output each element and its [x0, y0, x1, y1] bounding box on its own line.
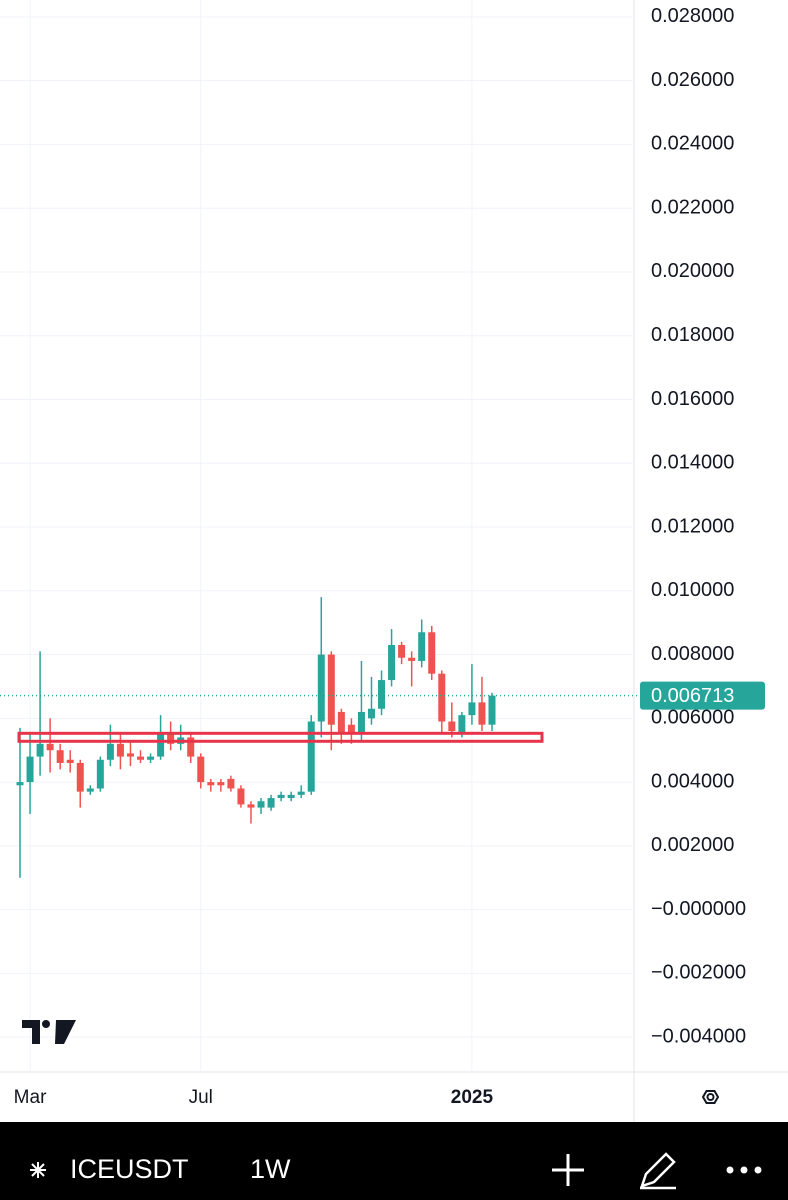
zone-annotation — [17, 731, 544, 743]
y-tick-label: 0.004000 — [651, 770, 734, 792]
candle-body — [26, 756, 34, 783]
settings-button[interactable] — [701, 1090, 720, 1104]
candle-body — [66, 759, 74, 763]
candle-body — [197, 756, 205, 783]
interval[interactable]: 1W — [250, 1154, 291, 1184]
candle-body — [317, 654, 325, 722]
candle-body — [428, 632, 436, 674]
candle-body — [458, 715, 466, 735]
candle-body — [277, 794, 285, 799]
candle-body — [468, 702, 476, 716]
candle-body — [267, 798, 275, 808]
candle-body — [76, 762, 84, 792]
y-tick-label: 0.020000 — [651, 260, 734, 282]
candle-body — [56, 750, 64, 763]
more-button[interactable] — [726, 1166, 762, 1174]
candle-body — [398, 644, 406, 658]
candle-body — [378, 680, 386, 709]
candle-body — [217, 782, 225, 786]
candle-body — [187, 737, 195, 757]
y-tick-label: 0.028000 — [651, 5, 734, 27]
y-tick-label: 0.016000 — [651, 388, 734, 410]
candle-body — [357, 711, 365, 735]
candle-body — [327, 654, 335, 725]
y-tick-label: 0.010000 — [651, 579, 734, 601]
y-tick-label: 0.012000 — [651, 515, 734, 537]
candle-body — [207, 782, 215, 786]
candle-body — [227, 778, 235, 789]
y-tick-label: 0.026000 — [651, 69, 734, 91]
symbol[interactable]: ICEUSDT — [70, 1154, 189, 1184]
candle-body — [247, 804, 255, 808]
y-tick-label: 0.022000 — [651, 196, 734, 218]
candle-body — [408, 657, 416, 661]
candle-body — [488, 695, 496, 725]
y-tick-label: −0.002000 — [651, 962, 746, 984]
y-tick-label: 0.014000 — [651, 452, 734, 474]
candle-body — [116, 743, 124, 757]
y-tick-label: 0.002000 — [651, 834, 734, 856]
candle-body — [86, 788, 94, 792]
candle-body — [347, 724, 355, 735]
candle-body — [36, 743, 44, 757]
candle-body — [147, 756, 155, 760]
last-price-box — [640, 681, 765, 710]
candle-body — [46, 743, 54, 751]
candle-body — [237, 788, 245, 805]
tv-logo — [22, 1020, 76, 1044]
y-tick-label: 0.006000 — [651, 707, 734, 729]
candle-body — [297, 791, 305, 795]
candle-body — [257, 801, 265, 808]
candle-body — [96, 759, 104, 789]
last-price-label: 0.006713 — [651, 685, 734, 707]
candle-body — [388, 644, 396, 681]
candle-body — [137, 756, 145, 760]
y-tick-label: −0.000000 — [651, 898, 746, 920]
candle-body — [438, 673, 446, 722]
y-tick-label: 0.018000 — [651, 324, 734, 346]
candle-body — [106, 743, 114, 760]
add-button[interactable] — [552, 1154, 584, 1186]
candle-body — [418, 632, 426, 661]
y-tick-label: 0.024000 — [651, 133, 734, 155]
plot-area — [0, 0, 634, 1072]
candle-body — [367, 708, 375, 719]
candle-body — [448, 721, 456, 732]
y-tick-label: −0.004000 — [651, 1025, 746, 1047]
candle-body — [167, 734, 175, 744]
x-tick-label: 2025 — [451, 1087, 494, 1108]
symbol-icon — [30, 1162, 46, 1178]
candle-body — [157, 734, 165, 757]
x-tick-label: Jul — [189, 1087, 213, 1108]
candle-body — [307, 721, 315, 792]
candle-body — [478, 702, 486, 725]
x-tick-label: Mar — [14, 1087, 47, 1108]
candle-body — [126, 753, 134, 757]
candle-body — [337, 711, 345, 735]
y-tick-label: 0.008000 — [651, 643, 734, 665]
candle-body — [287, 794, 295, 799]
draw-button[interactable] — [640, 1152, 676, 1190]
candle-body — [16, 782, 24, 786]
